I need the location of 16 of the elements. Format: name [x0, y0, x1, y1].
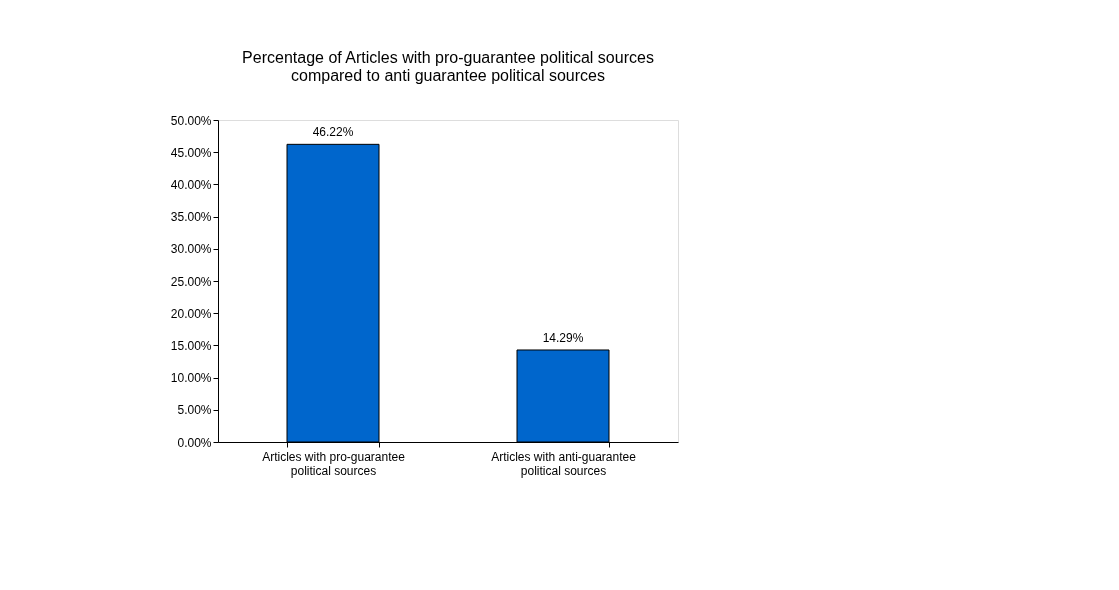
x-tick-label: Articles with anti-guarantee political sources — [491, 449, 637, 478]
y-tick-label: 25.00% — [170, 274, 212, 289]
x-tick-label: Articles with pro-guarantee political sources — [262, 449, 406, 478]
y-tick-label: 45.00% — [170, 145, 212, 160]
y-tick-label: 20.00% — [170, 306, 212, 321]
y-tick-label: 15.00% — [170, 338, 212, 353]
y-tick-label: 35.00% — [170, 210, 212, 225]
y-tick-label: 30.00% — [170, 242, 212, 257]
y-tick-label: 40.00% — [170, 177, 212, 192]
data-label: 46.22% — [312, 125, 354, 140]
y-tick-label: 0.00% — [177, 435, 212, 450]
data-label: 14.29% — [542, 330, 584, 345]
y-tick-label: 50.00% — [170, 113, 212, 128]
chart-title: Percentage of Articles with pro-guarantee political sources compared to anti guarantee political sources — [242, 49, 654, 84]
y-tick-label: 10.00% — [170, 371, 212, 386]
y-tick-label: 5.00% — [177, 403, 212, 418]
